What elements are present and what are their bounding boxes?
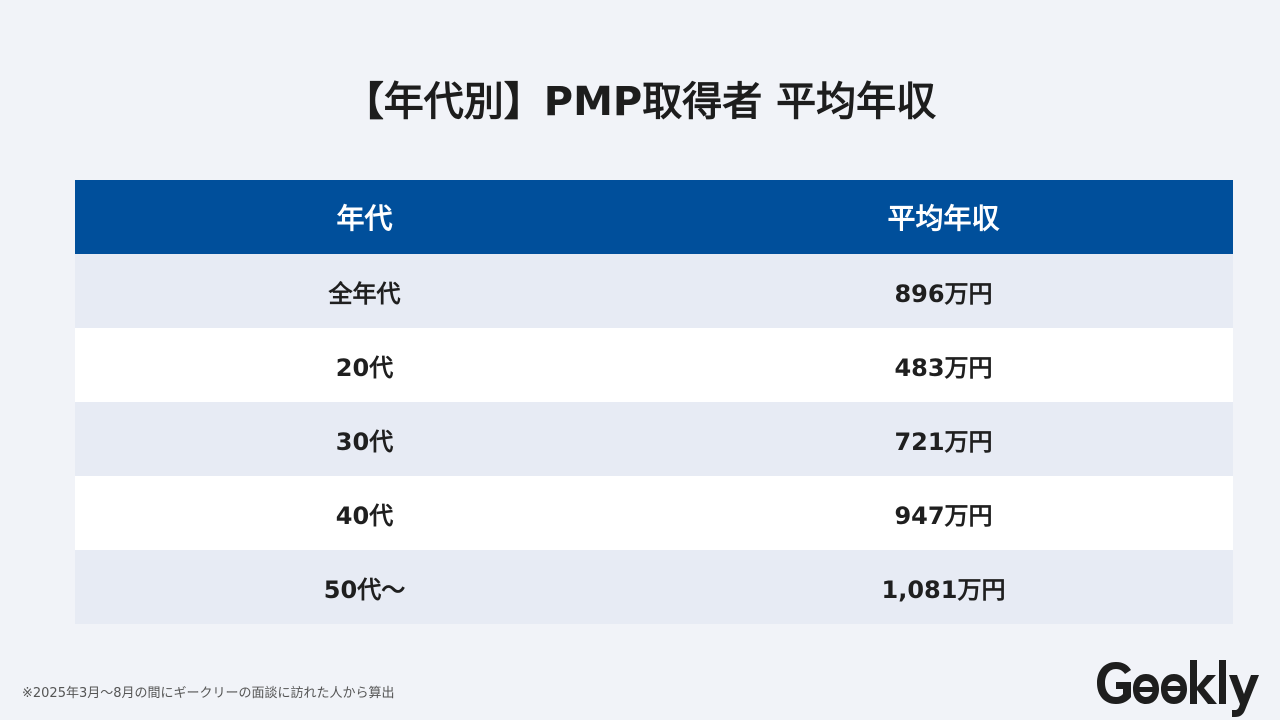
table-row: 20代 483万円 xyxy=(75,328,1233,402)
table-row: 40代 947万円 xyxy=(75,476,1233,550)
table-row: 全年代 896万円 xyxy=(75,254,1233,328)
age-cell: 50代〜 xyxy=(323,575,406,604)
page-title: 【年代別】PMP取得者 平均年収 xyxy=(343,79,937,125)
table-row: 30代 721万円 xyxy=(75,402,1233,476)
salary-cell: 896万円 xyxy=(894,279,993,308)
age-cell: 40代 xyxy=(335,501,394,530)
footnote: ※2025年3月〜8月の間にギークリーの面談に訪れた人から算出 xyxy=(22,686,395,701)
table-row: 50代〜 1,081万円 xyxy=(75,550,1233,624)
table-header-row: 年代 平均年収 xyxy=(75,180,1233,254)
salary-cell: 1,081万円 xyxy=(881,575,1006,604)
header-cell-age: 年代 xyxy=(336,202,393,235)
salary-cell: 947万円 xyxy=(894,501,993,530)
salary-cell: 483万円 xyxy=(894,353,993,382)
age-cell: 20代 xyxy=(335,353,394,382)
age-cell: 30代 xyxy=(335,427,394,456)
geekly-logo xyxy=(1097,660,1259,717)
salary-cell: 721万円 xyxy=(894,427,993,456)
salary-table: 年代 平均年収 全年代 896万円 20代 483万円 30代 721万円 40… xyxy=(75,180,1233,624)
age-cell: 全年代 xyxy=(328,279,401,308)
header-cell-salary: 平均年収 xyxy=(887,202,1000,235)
